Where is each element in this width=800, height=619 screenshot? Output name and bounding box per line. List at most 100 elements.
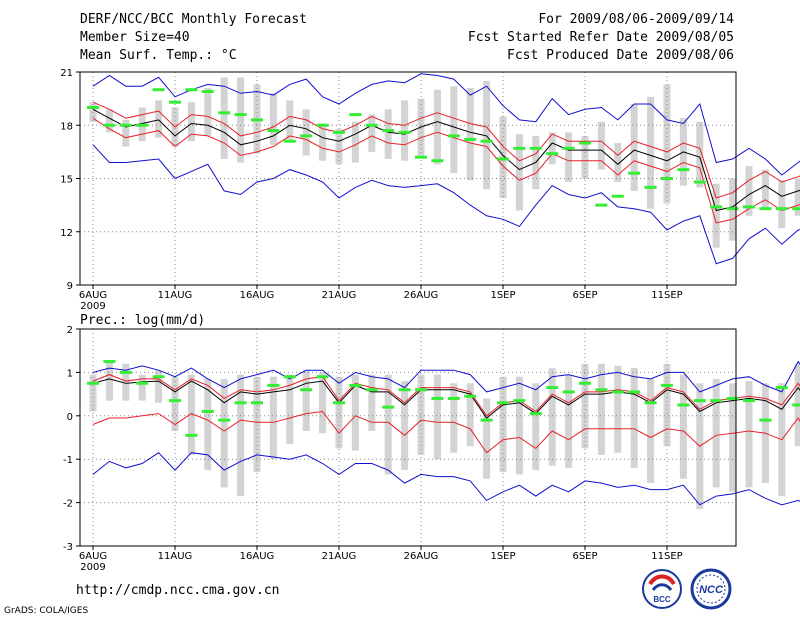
median-marker — [759, 207, 772, 211]
median-marker — [513, 399, 526, 403]
ensemble-box — [433, 374, 441, 460]
median-marker — [628, 171, 641, 175]
median-marker — [497, 401, 509, 405]
median-marker — [87, 106, 99, 109]
median-marker — [661, 383, 673, 387]
median-marker — [595, 388, 608, 392]
inner-lower-line — [92, 410, 800, 454]
median-marker — [152, 88, 165, 92]
median-marker — [283, 139, 296, 143]
ensemble-box — [384, 374, 392, 475]
median-marker — [152, 375, 165, 379]
median-marker — [234, 113, 247, 117]
median-marker — [333, 130, 345, 134]
median-marker — [775, 386, 788, 390]
x-tick-label: 6AUG — [79, 551, 107, 562]
ensemble-box — [696, 121, 704, 188]
y-tick-label: -3 — [63, 542, 73, 553]
median-marker — [611, 390, 624, 394]
ensemble-box — [663, 363, 671, 447]
panel1-variable: Mean Surf. Temp.: °C — [80, 48, 237, 63]
median-marker — [562, 390, 575, 394]
x-tick-label: 1SEP — [490, 551, 515, 562]
y-tick-label: 12 — [60, 228, 73, 239]
ensemble-box — [565, 132, 573, 183]
ensemble-box — [302, 370, 310, 431]
ensemble-box — [515, 134, 523, 211]
median-marker — [677, 168, 690, 172]
ensemble-mean-line — [92, 108, 800, 212]
ensemble-box — [368, 374, 376, 431]
x-tick-label: 11AUG — [158, 290, 193, 301]
median-marker — [792, 207, 800, 211]
ensemble-box — [630, 368, 638, 468]
median-marker — [316, 123, 329, 127]
y-tick-label: 15 — [60, 175, 73, 186]
outer-upper-line — [92, 360, 800, 393]
inner-upper-line — [92, 101, 800, 199]
median-marker — [644, 401, 657, 405]
median-marker — [447, 396, 460, 400]
ensemble-box — [319, 123, 327, 161]
median-marker — [644, 185, 657, 189]
ensemble-box — [450, 383, 458, 453]
ensemble-box — [138, 374, 146, 401]
plot-frame — [79, 328, 737, 547]
median-marker — [349, 383, 362, 387]
ensemble-box — [794, 178, 800, 216]
produced-date: Fcst Produced Date 2009/08/06 — [507, 48, 734, 63]
ensemble-box — [335, 376, 343, 449]
ensemble-box — [417, 374, 425, 455]
ensemble-box — [220, 77, 228, 159]
ensemble-box — [565, 374, 573, 468]
median-marker — [234, 401, 247, 405]
ensemble-box — [171, 376, 179, 431]
ensemble-box — [745, 381, 753, 488]
median-marker — [136, 123, 149, 127]
ensemble-box — [122, 363, 130, 401]
ensemble-box — [155, 100, 163, 138]
x-tick-label: 6SEP — [572, 290, 597, 301]
median-marker — [611, 194, 624, 198]
median-marker — [431, 159, 444, 163]
x-tick-label: 11SEP — [651, 551, 682, 562]
x-year-label: 2009 — [80, 301, 105, 312]
inner-upper-line — [92, 374, 800, 417]
median-marker — [136, 381, 149, 385]
panel-1: 9 12 15 18 21 6AUG 11AUG 16AUG 21AUG 26AUG 1SEP 6SE… — [60, 68, 800, 312]
x-tick-label: 6AUG — [79, 290, 107, 301]
ensemble-box — [384, 109, 392, 159]
ensemble-box — [483, 398, 491, 479]
ensemble-box — [581, 135, 589, 179]
median-marker — [710, 399, 723, 403]
x-tick-label: 11AUG — [158, 551, 193, 562]
median-marker — [726, 207, 739, 211]
median-marker — [775, 207, 788, 211]
median-marker — [693, 180, 706, 184]
median-marker — [169, 100, 181, 104]
median-marker — [431, 396, 444, 400]
ensemble-box — [122, 119, 130, 147]
y-tick-label: 21 — [60, 68, 73, 79]
x-tick-label: 26AUG — [404, 551, 439, 562]
ensemble-box — [155, 370, 163, 403]
median-marker — [546, 386, 559, 390]
median-marker — [546, 152, 559, 156]
median-marker — [300, 388, 313, 392]
median-marker — [759, 418, 772, 422]
chart-title: DERF/NCC/BCC Monthly Forecast — [80, 12, 307, 27]
panel2-variable: Prec.: log(mm/d) — [80, 313, 205, 328]
source-url[interactable]: http://cmdp.ncc.cma.gov.cn — [76, 583, 280, 598]
ensemble-box — [187, 374, 195, 455]
median-marker — [365, 388, 378, 392]
ensemble-box — [351, 121, 359, 163]
ensemble-box — [515, 376, 523, 475]
ensemble-box — [269, 93, 277, 145]
ensemble-box — [614, 365, 622, 453]
outer-lower-line — [92, 452, 800, 506]
ensemble-box — [532, 383, 540, 471]
ensemble-box — [204, 378, 212, 471]
ensemble-box — [778, 180, 786, 229]
ensemble-box — [286, 374, 294, 445]
